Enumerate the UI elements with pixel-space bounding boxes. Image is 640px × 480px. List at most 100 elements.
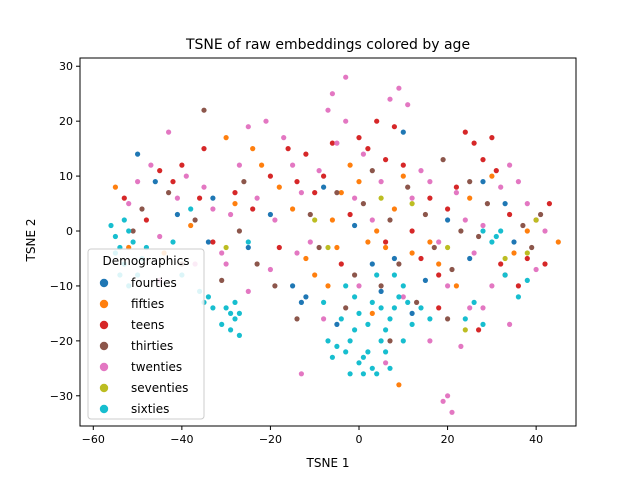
point-sixties-61 [480, 321, 486, 327]
point-twenties-21 [316, 168, 322, 174]
point-sixties-29 [360, 354, 366, 360]
point-fifties-5 [250, 146, 256, 152]
point-twenties-36 [436, 239, 442, 245]
point-teens-45 [436, 305, 442, 311]
point-twenties-19 [298, 190, 304, 196]
point-teens-39 [542, 261, 548, 267]
point-thirties-32 [529, 244, 535, 251]
point-seventies-7 [502, 255, 508, 262]
point-fourties-17 [321, 184, 327, 190]
point-sixties-68 [524, 277, 530, 283]
point-sixties-23 [228, 327, 234, 333]
point-seventies-3 [378, 195, 384, 201]
point-sixties-66 [502, 272, 508, 278]
point-thirties-24 [440, 157, 446, 163]
point-fifties-26 [511, 250, 517, 256]
series-fourties [135, 129, 517, 327]
point-thirties-27 [467, 179, 473, 185]
point-sixties-35 [387, 316, 393, 322]
point-sixties-3 [121, 217, 127, 223]
point-thirties-7 [254, 261, 260, 267]
point-fifties-4 [223, 135, 229, 141]
x-tick-label: −40 [170, 433, 193, 446]
point-teens-26 [436, 272, 442, 278]
point-sixties-36 [391, 305, 397, 311]
point-teens-20 [383, 157, 389, 163]
point-twenties-1 [135, 179, 141, 185]
point-twenties-23 [329, 91, 335, 97]
point-fifties-13 [347, 162, 353, 168]
point-fifties-0 [112, 184, 118, 190]
point-teens-13 [321, 173, 327, 179]
point-twenties-12 [236, 162, 242, 168]
point-thirties-8 [272, 283, 278, 289]
y-axis-label: TSNE 2 [24, 219, 38, 263]
point-sixties-43 [352, 327, 358, 333]
legend-marker-teens [99, 320, 109, 330]
point-twenties-9 [210, 206, 216, 212]
y-tick-label: 0 [66, 225, 73, 238]
legend-title: Demographics [103, 254, 190, 268]
point-fourties-23 [245, 244, 251, 251]
point-sixties-34 [383, 327, 389, 333]
point-teens-25 [427, 195, 433, 201]
point-fourties-10 [391, 255, 397, 262]
point-sixties-1 [112, 233, 118, 240]
point-teens-14 [329, 140, 335, 146]
point-sixties-37 [396, 294, 402, 300]
point-sixties-40 [409, 321, 415, 327]
point-twenties-0 [126, 201, 132, 207]
point-twenties-64 [480, 305, 486, 311]
legend-label-sixties: sixties [131, 402, 169, 416]
point-twenties-26 [352, 195, 358, 201]
series-teens [121, 118, 553, 333]
point-twenties-25 [343, 118, 349, 124]
point-twenties-18 [290, 162, 296, 168]
point-fifties-33 [232, 201, 238, 207]
point-fifties-29 [303, 255, 309, 262]
point-twenties-50 [533, 266, 539, 273]
point-thirties-31 [520, 222, 526, 229]
point-teens-22 [400, 162, 406, 168]
point-teens-10 [285, 146, 291, 152]
point-thirties-29 [484, 201, 490, 207]
point-thirties-1 [139, 206, 145, 212]
point-teens-16 [347, 211, 353, 218]
point-sixties-28 [356, 360, 362, 366]
point-thirties-16 [369, 168, 375, 174]
point-twenties-47 [507, 162, 513, 168]
point-sixties-53 [343, 283, 349, 289]
point-fourties-8 [352, 222, 358, 229]
point-fifties-7 [276, 184, 282, 190]
point-fifties-32 [396, 382, 402, 388]
point-thirties-37 [387, 338, 393, 344]
point-fifties-11 [334, 244, 340, 251]
point-sixties-46 [378, 305, 384, 311]
point-twenties-30 [387, 96, 393, 102]
point-sixties-57 [418, 305, 424, 311]
point-twenties-44 [480, 222, 486, 229]
point-twenties-62 [223, 261, 229, 267]
point-fourties-9 [369, 261, 375, 267]
point-thirties-10 [307, 211, 313, 218]
point-seventies-1 [312, 217, 318, 223]
point-teens-12 [312, 190, 318, 196]
point-thirties-26 [458, 228, 464, 234]
point-twenties-33 [409, 195, 415, 201]
point-twenties-34 [418, 168, 424, 174]
point-fourties-16 [502, 201, 508, 207]
point-teens-46 [476, 327, 482, 333]
legend-label-thirties: thirties [131, 339, 173, 353]
legend-marker-seventies [99, 383, 109, 393]
point-twenties-57 [356, 283, 362, 289]
point-twenties-43 [471, 250, 477, 256]
point-seventies-4 [409, 201, 415, 207]
point-twenties-38 [440, 398, 446, 404]
y-tick-label: 10 [59, 170, 73, 183]
point-thirties-20 [405, 184, 411, 190]
point-fifties-21 [427, 239, 433, 245]
point-twenties-24 [334, 140, 340, 146]
point-sixties-64 [498, 228, 504, 234]
point-fifties-20 [409, 250, 415, 256]
